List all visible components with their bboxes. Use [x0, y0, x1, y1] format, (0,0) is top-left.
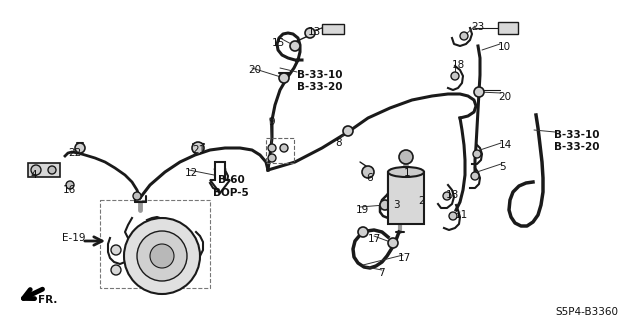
Circle shape	[216, 171, 224, 179]
Text: 17: 17	[398, 253, 412, 263]
Circle shape	[399, 150, 413, 164]
Text: 22: 22	[68, 148, 81, 158]
Circle shape	[66, 181, 74, 189]
Bar	[498, 22, 518, 34]
Circle shape	[268, 144, 276, 152]
Bar	[266, 138, 294, 163]
Circle shape	[133, 192, 141, 200]
Text: 4: 4	[30, 170, 36, 180]
Circle shape	[473, 150, 481, 158]
Circle shape	[137, 231, 187, 281]
Text: 12: 12	[185, 168, 198, 178]
Polygon shape	[210, 162, 230, 193]
Text: 16: 16	[63, 185, 76, 195]
Text: 15: 15	[272, 38, 285, 48]
Bar	[388, 172, 424, 224]
Text: 3: 3	[393, 200, 399, 210]
Circle shape	[305, 28, 315, 38]
Circle shape	[124, 218, 200, 294]
Text: FR.: FR.	[38, 295, 58, 305]
Circle shape	[449, 212, 457, 220]
Text: 18: 18	[446, 190, 460, 200]
Text: 11: 11	[455, 210, 468, 220]
Text: B-33-10: B-33-10	[554, 130, 600, 140]
Text: 2: 2	[418, 196, 424, 206]
Circle shape	[192, 142, 204, 154]
Text: 14: 14	[499, 140, 512, 150]
Circle shape	[290, 41, 300, 51]
Circle shape	[451, 72, 459, 80]
Circle shape	[343, 126, 353, 136]
Text: 7: 7	[378, 268, 385, 278]
Text: 5: 5	[499, 162, 506, 172]
Circle shape	[388, 238, 398, 248]
Circle shape	[474, 87, 484, 97]
Text: BOP-5: BOP-5	[213, 188, 249, 198]
Circle shape	[443, 192, 451, 200]
Text: 6: 6	[366, 173, 372, 183]
Circle shape	[75, 143, 85, 153]
Text: B-60: B-60	[218, 175, 244, 185]
Ellipse shape	[388, 167, 424, 177]
Circle shape	[111, 265, 121, 275]
Circle shape	[31, 165, 41, 175]
Text: 23: 23	[471, 22, 484, 32]
Circle shape	[111, 245, 121, 255]
Text: B-33-20: B-33-20	[297, 82, 342, 92]
Circle shape	[280, 144, 288, 152]
Text: E-19: E-19	[62, 233, 86, 243]
Text: B-33-10: B-33-10	[297, 70, 342, 80]
Text: 17: 17	[368, 234, 381, 244]
Text: 8: 8	[335, 138, 342, 148]
Circle shape	[358, 227, 368, 237]
Bar	[28, 163, 60, 177]
Circle shape	[279, 73, 289, 83]
Text: 20: 20	[498, 92, 511, 102]
Text: 20: 20	[248, 65, 261, 75]
Text: 10: 10	[498, 42, 511, 52]
Circle shape	[150, 244, 174, 268]
Text: B-33-20: B-33-20	[554, 142, 600, 152]
Circle shape	[460, 32, 468, 40]
Text: S5P4-B3360: S5P4-B3360	[555, 307, 618, 317]
Text: 18: 18	[452, 60, 465, 70]
Circle shape	[471, 172, 479, 180]
Bar	[100, 200, 210, 288]
Bar	[322, 24, 344, 34]
Text: 13: 13	[308, 27, 321, 37]
Circle shape	[380, 200, 390, 210]
Text: 21: 21	[192, 145, 205, 155]
Text: 1: 1	[404, 168, 411, 178]
Text: 9: 9	[268, 117, 275, 127]
Circle shape	[362, 166, 374, 178]
Circle shape	[268, 154, 276, 162]
Circle shape	[48, 166, 56, 174]
Text: 19: 19	[356, 205, 369, 215]
